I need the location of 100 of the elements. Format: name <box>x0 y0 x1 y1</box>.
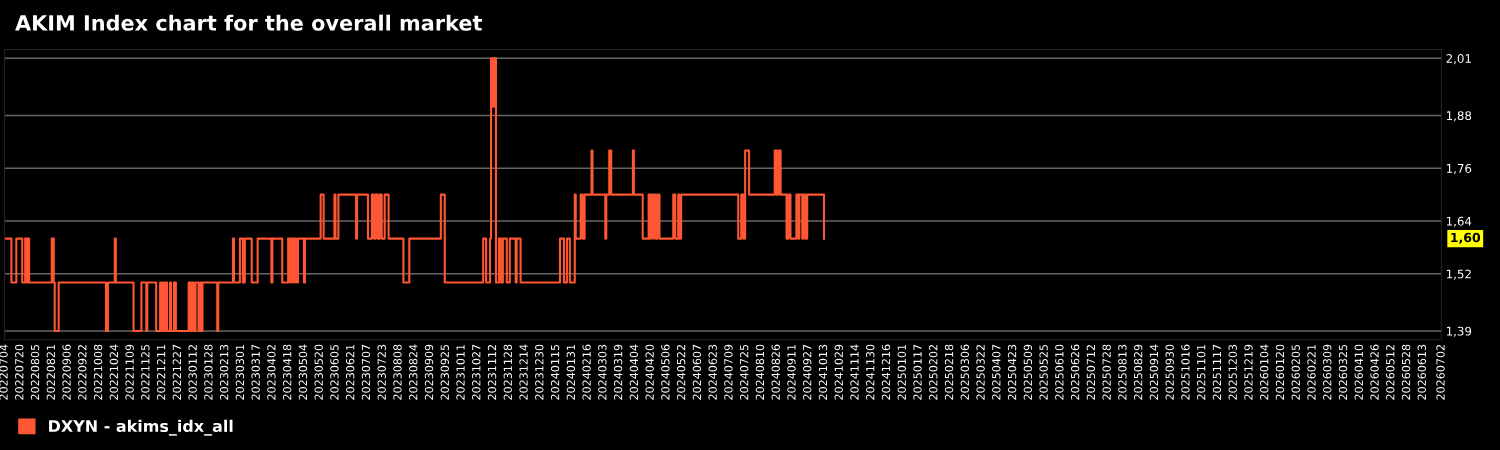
x-tick-label: 20220906 <box>62 344 71 400</box>
x-tick-label: 20240810 <box>755 344 765 400</box>
x-tick-label: 20230213 <box>219 344 229 400</box>
y-tick-label: 1,76 <box>1446 163 1472 175</box>
x-tick-label: 20251101 <box>1196 344 1206 400</box>
x-tick-label: 20221211 <box>156 344 166 400</box>
x-tick-label: 20230128 <box>204 344 213 400</box>
x-tick-label: 20250525 <box>1039 344 1048 400</box>
x-tick-label: 20240623 <box>708 344 717 400</box>
x-tick-label: 20231128 <box>503 344 512 400</box>
x-tick-label: 20230621 <box>346 344 355 400</box>
y-tick-label: 1,88 <box>1446 111 1472 122</box>
x-tick-label: 20250202 <box>929 345 938 400</box>
x-tick-label: 20221024 <box>109 344 119 400</box>
x-tick-label: 20240404 <box>629 344 639 400</box>
x-tick-label: 20230418 <box>282 344 292 400</box>
x-tick-label: 20260528 <box>1401 344 1411 400</box>
x-tick-label: 20231027 <box>472 344 481 400</box>
x-tick-label: 20230605 <box>330 344 339 400</box>
x-tick-label: 20221227 <box>172 344 182 400</box>
x-tick-label: 20260221 <box>1307 344 1316 400</box>
x-tick-label: 20260426 <box>1370 344 1379 400</box>
x-tick-label: 20221109 <box>125 344 134 400</box>
x-tick-label: 20250813 <box>1118 344 1127 400</box>
x-tick-label: 20221008 <box>93 344 103 400</box>
y-tick-label: 1,39 <box>1446 326 1472 337</box>
x-tick-label: 20231214 <box>519 344 528 400</box>
legend-label: DXYN - akims_idx_all <box>49 419 233 436</box>
x-tick-label: 20230402 <box>267 345 276 400</box>
x-tick-label: 20250218 <box>944 344 954 400</box>
x-tick-label: 20250626 <box>1070 344 1080 400</box>
x-tick-label: 20240115 <box>550 344 560 400</box>
x-tick-label: 20241216 <box>881 344 891 400</box>
x-tick-label: 20260205 <box>1291 344 1300 400</box>
chart-title: AKIM Index chart for the overall market <box>15 14 482 31</box>
x-tick-label: 20240506 <box>661 344 670 400</box>
x-tick-label: 20230520 <box>314 344 323 400</box>
x-tick-label: 20240303 <box>598 344 607 400</box>
x-tick-label: 20221125 <box>141 344 150 400</box>
x-tick-label: 20250930 <box>1165 344 1174 400</box>
x-tick-label: 20220704 <box>0 344 8 400</box>
x-tick-label: 20220720 <box>15 344 24 400</box>
x-tick-label: 20230317 <box>251 344 260 400</box>
x-tick-label: 20240319 <box>613 344 623 400</box>
x-tick-label: 20260104 <box>1260 344 1269 400</box>
x-tick-label: 20240826 <box>771 344 780 400</box>
x-tick-label: 20230301 <box>235 344 245 400</box>
x-tick-label: 20250914 <box>1149 344 1159 400</box>
x-tick-label: 20220805 <box>30 344 40 400</box>
x-tick-label: 20250712 <box>1086 345 1096 400</box>
x-tick-label: 20250322 <box>976 345 985 400</box>
x-tick-label: 20240131 <box>566 344 576 400</box>
x-tick-label: 20250610 <box>1055 344 1064 400</box>
x-tick-label: 20260309 <box>1323 344 1332 400</box>
x-tick-label: 20241013 <box>818 344 828 400</box>
x-tick-label: 20230504 <box>298 344 308 400</box>
text: 1,60 <box>1451 232 1481 244</box>
x-tick-label: 20230707 <box>361 344 371 400</box>
x-tick-label: 20240725 <box>739 344 749 400</box>
x-tick-label: 20230723 <box>377 344 386 400</box>
x-tick-label: 20240216 <box>582 344 591 400</box>
x-tick-label: 20251117 <box>1212 344 1222 400</box>
x-tick-label: 20260120 <box>1275 344 1285 400</box>
x-tick-label: 20230112 <box>188 345 197 400</box>
y-tick-label: 1,52 <box>1446 269 1471 280</box>
x-tick-label: 20251016 <box>1181 344 1190 400</box>
x-tick-label: 20250423 <box>1007 344 1017 400</box>
x-tick-label: 20250117 <box>913 344 922 400</box>
x-tick-label: 20230925 <box>440 344 449 400</box>
y-tick-label: 1,64 <box>1446 216 1472 227</box>
x-tick-label: 20250728 <box>1102 344 1111 400</box>
x-tick-label: 20260702 <box>1436 345 1445 400</box>
x-tick-label: 20250101 <box>897 344 906 400</box>
x-tick-label: 20230824 <box>409 344 418 400</box>
x-tick-label: 20231112 <box>487 345 497 400</box>
x-tick-label: 20240709 <box>724 344 733 400</box>
x-tick-label: 20260512 <box>1386 345 1395 400</box>
x-tick-label: 20240420 <box>645 344 654 400</box>
x-tick-label: 20260410 <box>1354 344 1363 400</box>
x-tick-label: 20231230 <box>535 344 544 400</box>
x-tick-label: 20241029 <box>834 344 843 400</box>
x-tick-label: 20250829 <box>1133 344 1143 400</box>
x-tick-label: 20230909 <box>424 344 434 400</box>
x-tick-label: 20260613 <box>1417 344 1427 400</box>
x-tick-label: 20220821 <box>46 344 55 400</box>
x-tick-label: 20240522 <box>676 345 686 400</box>
x-tick-label: 20250306 <box>960 344 970 400</box>
x-tick-label: 20241130 <box>866 344 875 400</box>
x-tick-label: 20240927 <box>803 344 812 400</box>
x-tick-label: 20250407 <box>992 344 1001 400</box>
x-tick-label: 20230808 <box>393 344 402 400</box>
x-tick-label: 20241114 <box>850 344 859 400</box>
x-tick-label: 20240607 <box>692 344 702 400</box>
x-tick-label: 20220922 <box>78 345 87 400</box>
x-tick-label: 20231011 <box>456 344 465 400</box>
x-tick-label: 20251203 <box>1228 344 1237 400</box>
x-tick-label: 20240911 <box>787 344 796 400</box>
y-tick-label: 2,01 <box>1446 54 1471 65</box>
x-tick-label: 20251219 <box>1244 344 1253 400</box>
x-tick-label: 20250509 <box>1023 344 1033 400</box>
